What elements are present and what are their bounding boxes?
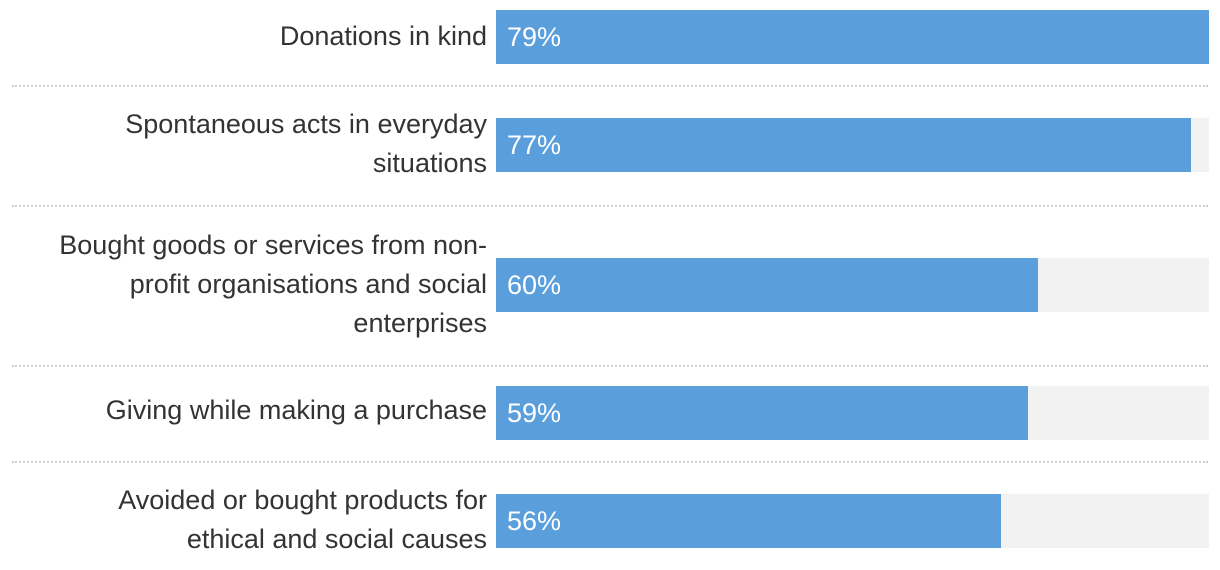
bar-value-label: 59% bbox=[507, 398, 562, 428]
category-label: Spontaneous acts in everyday situations bbox=[0, 105, 487, 183]
bar: 60% bbox=[496, 258, 1038, 312]
category-label: Bought goods or services from non-profit… bbox=[0, 226, 487, 343]
category-label-line: situations bbox=[372, 148, 487, 178]
category-label: Giving while making a purchase bbox=[0, 391, 487, 430]
row-divider bbox=[12, 205, 1208, 207]
bar-value-label: 77% bbox=[507, 130, 562, 160]
category-label-line: Bought goods or services from non- bbox=[59, 230, 487, 260]
category-label-line: ethical and social causes bbox=[186, 524, 487, 554]
bar: 79% bbox=[496, 10, 1209, 64]
bar-track: 60% bbox=[496, 258, 1209, 312]
row-divider bbox=[12, 461, 1208, 463]
bar-track: 79% bbox=[496, 10, 1209, 64]
bar-value-label: 60% bbox=[507, 270, 562, 300]
bar-track: 77% bbox=[496, 118, 1209, 172]
bar-track: 59% bbox=[496, 386, 1209, 440]
category-label: Donations in kind bbox=[0, 17, 487, 56]
category-label-line: profit organisations and social bbox=[129, 269, 487, 299]
row-divider bbox=[12, 85, 1208, 87]
category-label-line: Spontaneous acts in everyday bbox=[125, 109, 487, 139]
bar: 59% bbox=[496, 386, 1028, 440]
category-label-line: Avoided or bought products for bbox=[118, 485, 487, 515]
category-label-line: enterprises bbox=[353, 308, 487, 338]
row-divider bbox=[12, 365, 1208, 367]
category-label-line: Donations in kind bbox=[279, 21, 487, 51]
bar: 56% bbox=[496, 494, 1001, 548]
bar-track: 56% bbox=[496, 494, 1209, 548]
category-label: Avoided or bought products for ethical an… bbox=[0, 481, 487, 559]
bar: 77% bbox=[496, 118, 1191, 172]
bar-value-label: 79% bbox=[507, 22, 562, 52]
category-label-line: Giving while making a purchase bbox=[105, 395, 487, 425]
bar-value-label: 56% bbox=[507, 506, 562, 536]
